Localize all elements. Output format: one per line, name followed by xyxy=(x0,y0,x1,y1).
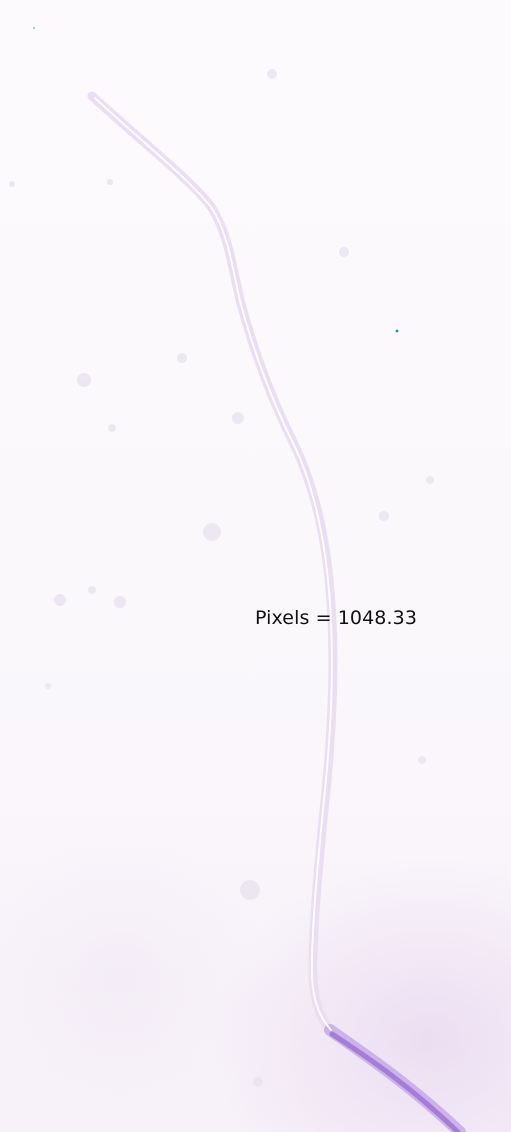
measurement-label: Pixels = 1048.33 xyxy=(255,607,418,629)
speck-dot xyxy=(395,329,399,333)
speck-dot xyxy=(32,26,36,30)
background-specks xyxy=(9,69,434,1087)
fiber-strand xyxy=(87,91,338,1033)
measurement-trace xyxy=(94,97,333,1031)
fiber-strand-core xyxy=(329,1031,461,1132)
